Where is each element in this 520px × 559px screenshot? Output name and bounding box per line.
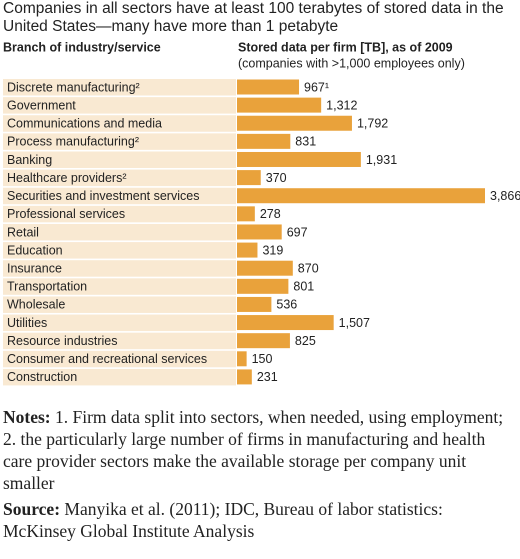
bar — [237, 170, 261, 186]
row-background — [3, 97, 236, 114]
category-label: Consumer and recreational services — [7, 352, 207, 366]
category-label: Wholesale — [7, 298, 65, 312]
source: Source: Manyika et al. (2011); IDC, Bure… — [3, 498, 515, 542]
value-label: 697 — [287, 225, 308, 239]
bar — [237, 188, 485, 204]
row-background — [3, 242, 236, 259]
value-label: 870 — [298, 261, 319, 275]
value-label: 1,931 — [366, 153, 397, 167]
value-label: 3,866 — [490, 189, 520, 203]
value-label: 1,507 — [339, 316, 370, 330]
value-label: 370 — [266, 171, 287, 185]
value-label: 801 — [293, 280, 314, 294]
bar — [237, 296, 272, 312]
row-background — [3, 314, 236, 332]
category-label: Utilities — [7, 316, 47, 330]
row-background — [3, 296, 236, 313]
row-background — [3, 350, 236, 368]
category-header: Branch of industry/service — [3, 40, 161, 54]
row-background — [3, 187, 236, 205]
source-label: Source: — [3, 499, 61, 519]
bar — [237, 115, 352, 131]
category-label: Securities and investment services — [7, 189, 199, 203]
row-background — [3, 368, 236, 386]
value-label: 319 — [262, 243, 283, 257]
row-background — [3, 133, 236, 150]
row-background — [3, 151, 236, 168]
row-background — [3, 260, 236, 277]
bar — [237, 351, 247, 367]
bar — [237, 79, 300, 95]
bar — [237, 333, 290, 349]
bar — [237, 278, 289, 294]
bar — [237, 151, 361, 167]
row-background — [3, 223, 236, 241]
source-text: Manyika et al. (2011); IDC, Bureau of la… — [3, 499, 443, 541]
category-label: Healthcare providers² — [7, 171, 127, 185]
row-background — [3, 332, 236, 350]
category-label: Communications and media — [7, 117, 162, 131]
value-label: 825 — [295, 334, 316, 348]
value-header: Stored data per firm [TB], as of 2009 — [238, 40, 453, 54]
category-label: Resource industries — [7, 334, 117, 348]
row-background — [3, 115, 236, 132]
value-label: 536 — [276, 298, 297, 312]
bar — [237, 224, 282, 240]
bar — [237, 242, 258, 258]
chart-title: Companies in all sectors have at least 1… — [3, 0, 504, 35]
category-label: Education — [7, 243, 63, 257]
value-label: 1,312 — [326, 98, 357, 112]
value-label: 231 — [257, 370, 278, 384]
bar — [237, 369, 252, 385]
bar — [237, 315, 334, 331]
bar — [237, 260, 293, 276]
category-label: Construction — [7, 370, 77, 384]
row-background — [3, 79, 236, 96]
bar — [237, 97, 322, 113]
value-label: 150 — [252, 352, 273, 366]
category-label: Transportation — [7, 280, 87, 294]
chart: Branch of industry/service Stored data p… — [3, 40, 520, 386]
bar — [237, 206, 255, 222]
row-background — [3, 278, 236, 295]
value-label: 278 — [260, 207, 281, 221]
category-label: Professional services — [7, 207, 125, 221]
value-label: 1,792 — [357, 117, 388, 131]
notes-label: Notes: — [3, 407, 51, 427]
value-label: 831 — [295, 135, 316, 149]
category-label: Banking — [7, 153, 52, 167]
category-label: Government — [7, 98, 76, 112]
chart-subtitle: (companies with >1,000 employees only) — [238, 56, 465, 70]
row-background — [3, 169, 236, 187]
category-label: Discrete manufacturing² — [7, 80, 140, 94]
bar — [237, 133, 291, 149]
notes: Notes: 1. Firm data split into sectors, … — [3, 406, 515, 494]
notes-text: 1. Firm data split into sectors, when ne… — [3, 407, 504, 493]
row-background — [3, 205, 236, 223]
category-label: Process manufacturing² — [7, 135, 139, 149]
category-label: Insurance — [7, 261, 62, 275]
notes-block: Notes: 1. Firm data split into sectors, … — [3, 406, 515, 546]
value-label: 967¹ — [304, 80, 329, 94]
category-label: Retail — [7, 225, 39, 239]
